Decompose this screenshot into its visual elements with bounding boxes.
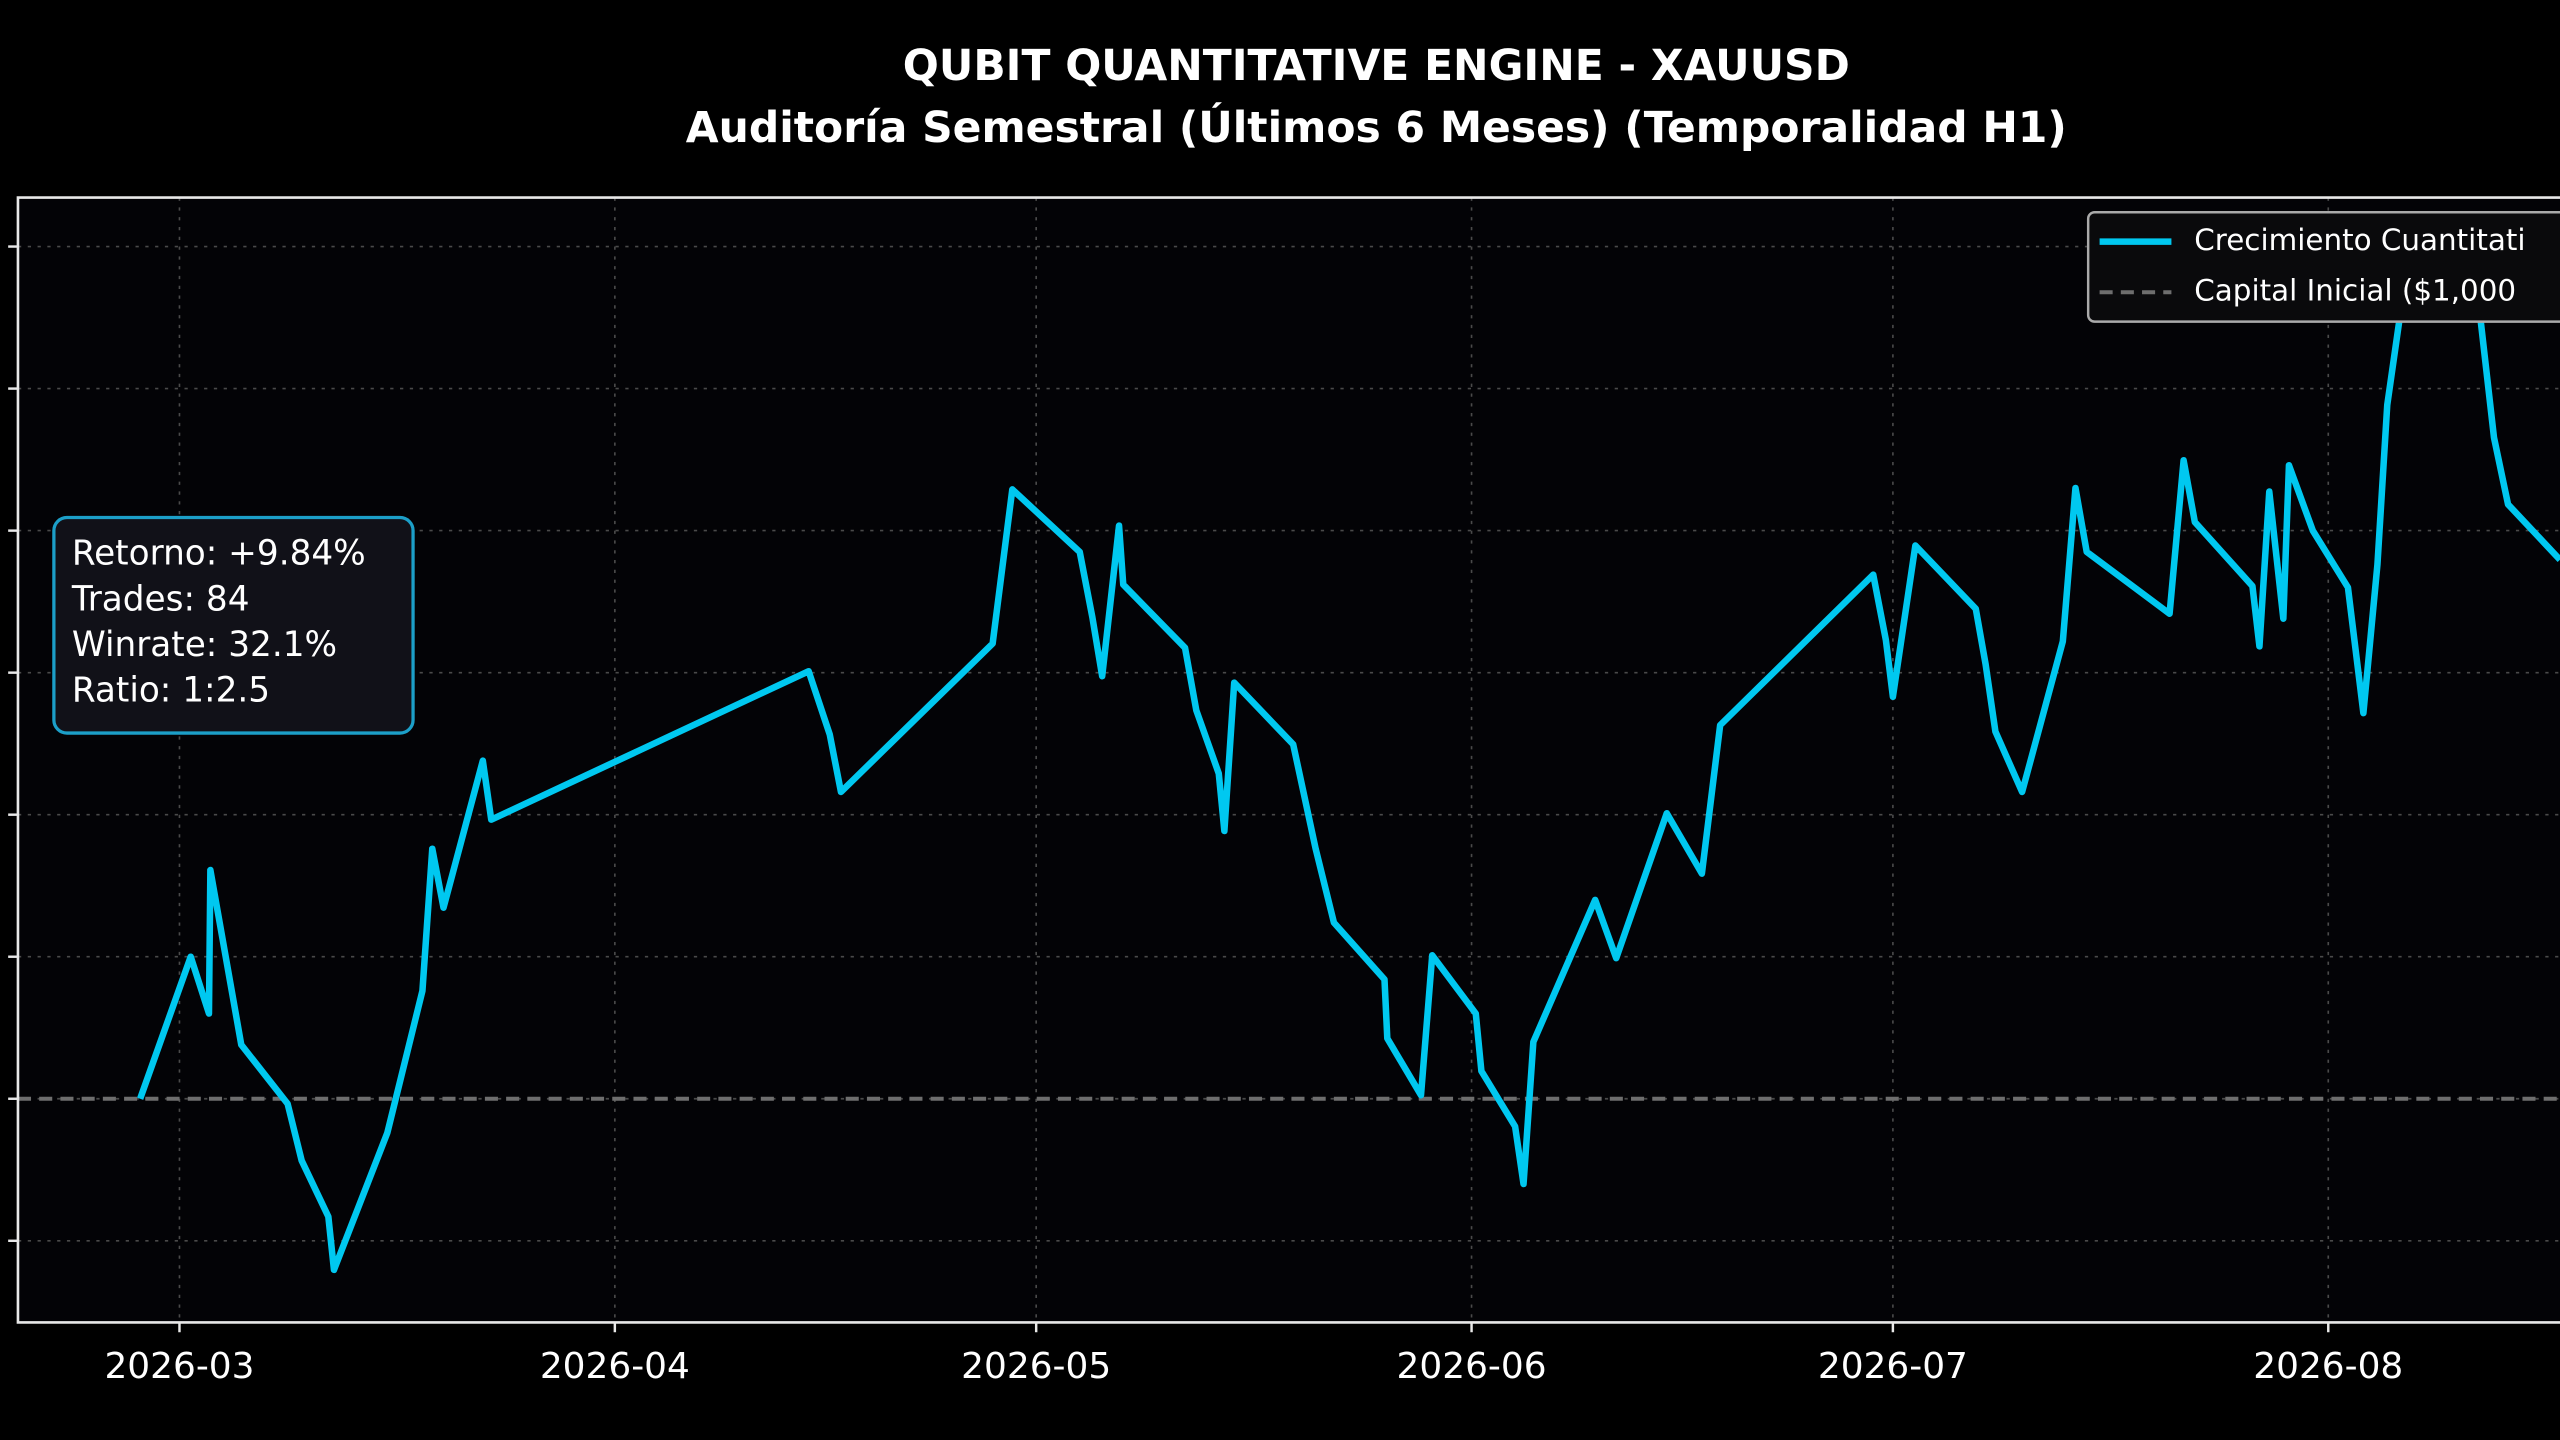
legend-frame xyxy=(2086,211,2560,323)
grid xyxy=(17,197,2560,1323)
x-tick-label: 2026-03 xyxy=(104,1346,254,1387)
chart-subtitle: Auditoría Semestral (Últimos 6 Meses) (T… xyxy=(686,102,2067,153)
plot-area xyxy=(17,197,2560,1323)
stats-line: Ratio: 1:2.5 xyxy=(72,671,270,711)
series-line xyxy=(137,244,2560,1274)
stats-line: Trades: 84 xyxy=(71,579,250,619)
plot-marks xyxy=(17,244,2560,1274)
stats-line: Retorno: +9.84% xyxy=(72,534,366,574)
stats-line: Winrate: 32.1% xyxy=(72,625,337,665)
x-tick-label: 2026-04 xyxy=(540,1346,690,1387)
x-tick-label: 2026-06 xyxy=(1397,1346,1547,1387)
axes: 2026-03 2026-04 2026-05 2026-06 2026-07 2026-… xyxy=(8,196,2560,1387)
stats-box-frame xyxy=(52,515,415,735)
axes-frame xyxy=(16,196,2560,1324)
legend-label: Capital Inicial ($1,000 xyxy=(2194,274,2516,308)
legend-label: Crecimiento Cuantitati xyxy=(2194,223,2525,257)
x-tick-label: 2026-07 xyxy=(1818,1346,1968,1387)
legend: Crecimiento Cuantitati Capital Inicial ($… xyxy=(2086,211,2560,323)
stats-box: Retorno: +9.84% Trades: 84 Winrate: 32.1% R… xyxy=(52,515,415,735)
x-tick-label: 2026-08 xyxy=(2253,1346,2403,1387)
chart-title: QUBIT QUANTITATIVE ENGINE - XAUUSD xyxy=(903,42,1850,91)
x-tick-label: 2026-05 xyxy=(961,1346,1111,1387)
